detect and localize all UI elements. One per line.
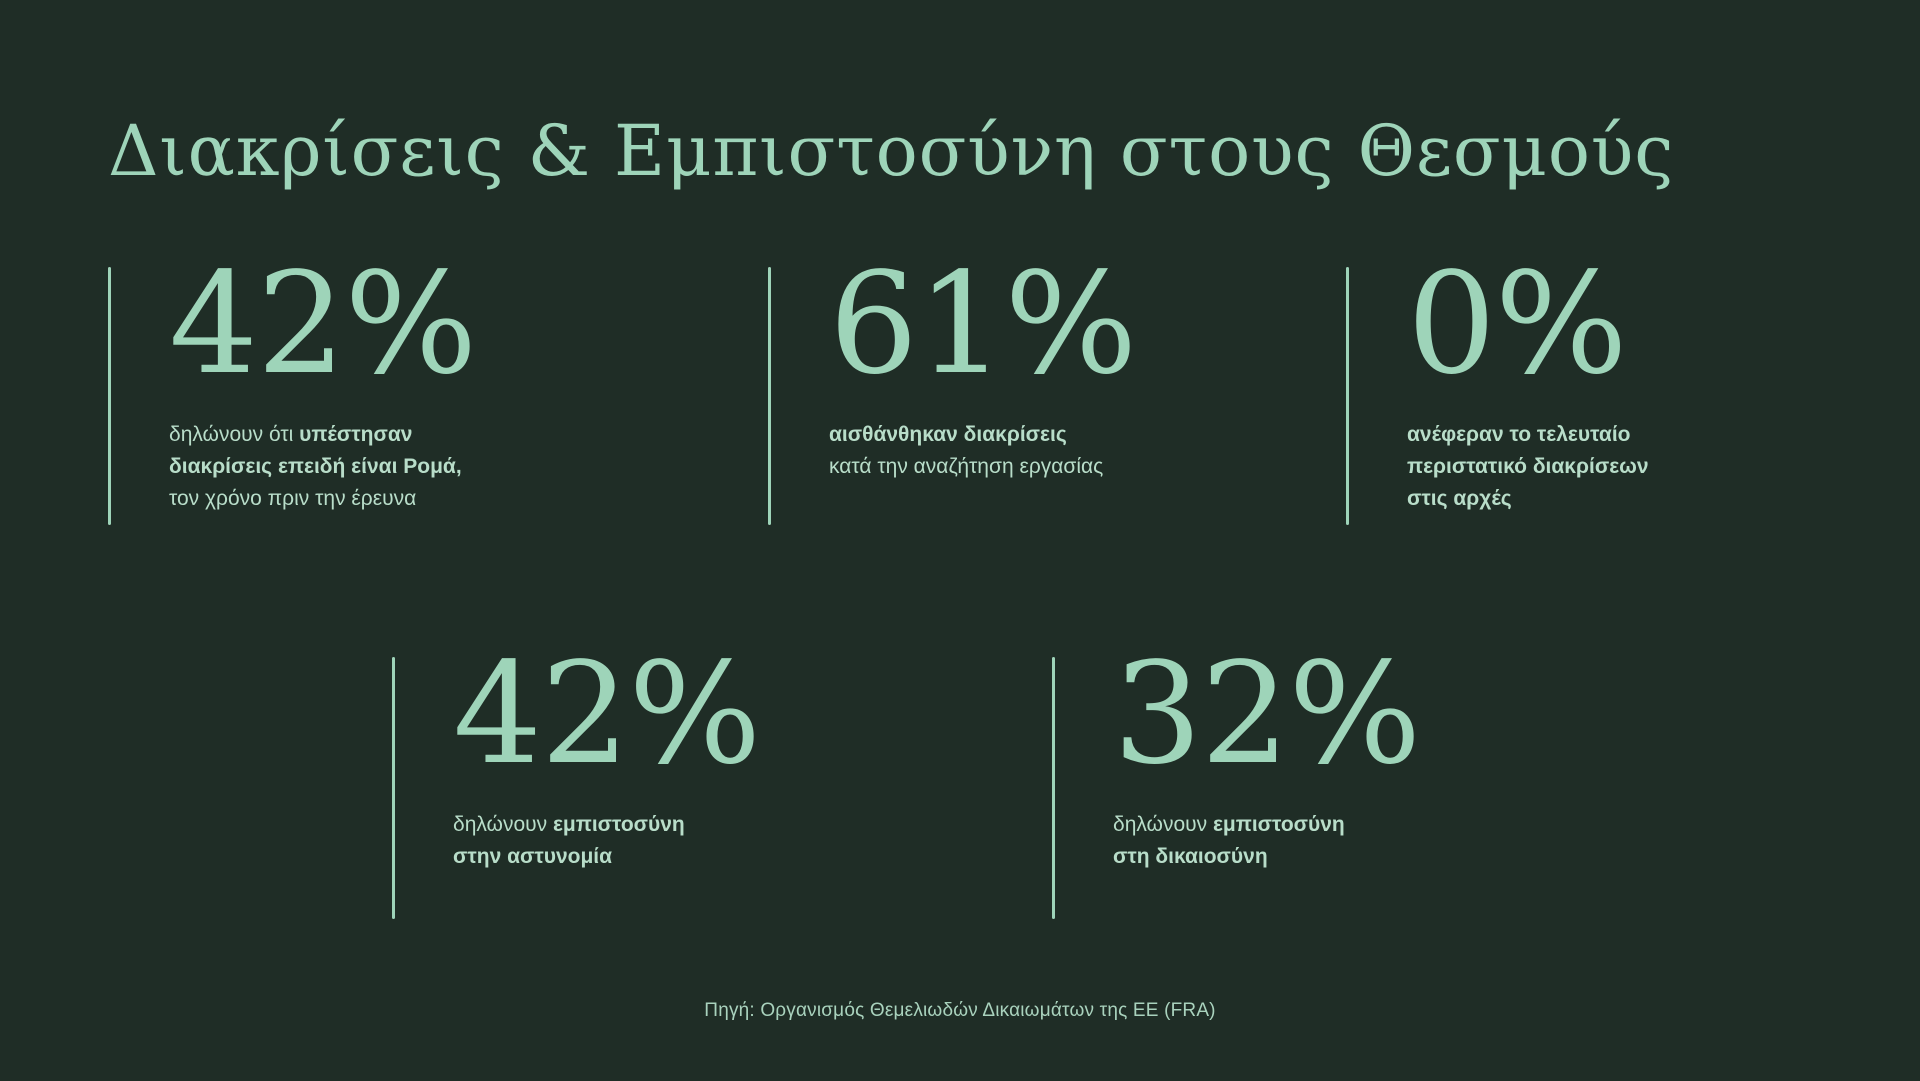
stat-block-discrimination-roma: 42% δηλώνουν ότι υπέστησαν διακρίσεις επε…: [108, 255, 768, 525]
caption-emphasis: στις αρχές: [1407, 486, 1512, 510]
caption-text: δηλώνουν ότι: [169, 423, 300, 446]
caption-text: δηλώνουν: [1113, 813, 1213, 836]
caption-line: περιστατικό διακρίσεων: [1407, 451, 1649, 483]
stat-body: 42% δηλώνουν ότι υπέστησαν διακρίσεις επε…: [111, 243, 477, 515]
caption-line: κατά την αναζήτηση εργασίας: [829, 451, 1136, 483]
stat-caption: ανέφεραν το τελευταίο περιστατικό διακρίσ…: [1407, 419, 1649, 515]
caption-emphasis: εμπιστοσύνη: [552, 813, 685, 836]
stat-block-trust-justice: 32% δηλώνουν εμπιστοσύνη στη δικαιοσύνη: [1052, 645, 1592, 919]
stat-block-reported-to-authorities: 0% ανέφεραν το τελευταίο περιστατικό διακ…: [1346, 255, 1838, 525]
accent-rule: [1052, 657, 1055, 919]
caption-emphasis: ανέφεραν το τελευταίο: [1407, 423, 1631, 446]
stat-caption: δηλώνουν ότι υπέστησαν διακρίσεις επειδή …: [169, 419, 476, 515]
stat-caption: δηλώνουν εμπιστοσύνη στη δικαιοσύνη: [1113, 809, 1420, 873]
caption-line: στην αστυνομία: [453, 841, 760, 873]
caption-line: δηλώνουν ότι υπέστησαν: [169, 419, 476, 451]
stat-block-job-search-discrimination: 61% αισθάνθηκαν διακρίσεις κατά την αναζή…: [768, 255, 1346, 525]
source-note: Πηγή: Οργανισμός Θεμελιωδών Δικαιωμάτων …: [704, 1000, 1216, 1021]
stat-caption: αισθάνθηκαν διακρίσεις κατά την αναζήτηση…: [829, 419, 1136, 483]
caption-line: διακρίσεις επειδή είναι Ρομά,: [169, 451, 476, 483]
caption-text: δηλώνουν: [453, 813, 553, 836]
stat-body: 32% δηλώνουν εμπιστοσύνη στη δικαιοσύνη: [1055, 633, 1421, 873]
accent-rule: [392, 657, 395, 919]
stats-row-top: 42% δηλώνουν ότι υπέστησαν διακρίσεις επε…: [108, 255, 1838, 525]
page-title: Διακρίσεις & Εμπιστοσύνη στους Θεσμούς: [108, 109, 1675, 192]
stat-body: 42% δηλώνουν εμπιστοσύνη στην αστυνομία: [395, 633, 761, 873]
stat-value: 32%: [1113, 633, 1421, 796]
stat-value: 61%: [829, 243, 1137, 406]
caption-emphasis: περιστατικό διακρίσεων: [1407, 454, 1649, 478]
caption-emphasis: εμπιστοσύνη: [1212, 813, 1345, 836]
accent-rule: [768, 267, 771, 525]
stat-value: 42%: [453, 633, 761, 796]
caption-emphasis: διακρίσεις επειδή είναι Ρομά,: [169, 454, 462, 478]
caption-text: τον χρόνο πριν την έρευνα: [169, 486, 417, 510]
stat-value: 42%: [169, 243, 477, 406]
caption-line: ανέφεραν το τελευταίο: [1407, 419, 1649, 451]
stat-body: 61% αισθάνθηκαν διακρίσεις κατά την αναζή…: [771, 243, 1137, 483]
caption-line: στη δικαιοσύνη: [1113, 841, 1420, 873]
caption-line: αισθάνθηκαν διακρίσεις: [829, 419, 1136, 451]
stats-row-bottom: 42% δηλώνουν εμπιστοσύνη στην αστυνομία 3…: [392, 645, 1592, 919]
caption-text: κατά την αναζήτηση εργασίας: [829, 454, 1104, 478]
caption-emphasis: στη δικαιοσύνη: [1113, 844, 1268, 868]
accent-rule: [1346, 267, 1349, 525]
caption-line: τον χρόνο πριν την έρευνα: [169, 483, 476, 515]
stat-body: 0% ανέφεραν το τελευταίο περιστατικό διακ…: [1349, 255, 1649, 515]
caption-emphasis: στην αστυνομία: [453, 844, 613, 868]
caption-line: στις αρχές: [1407, 483, 1649, 515]
stat-block-trust-police: 42% δηλώνουν εμπιστοσύνη στην αστυνομία: [392, 645, 1052, 919]
caption-line: δηλώνουν εμπιστοσύνη: [453, 809, 760, 841]
stat-value: 0%: [1407, 243, 1628, 406]
caption-emphasis: αισθάνθηκαν διακρίσεις: [829, 423, 1067, 446]
accent-rule: [108, 267, 111, 525]
caption-emphasis: υπέστησαν: [299, 423, 413, 446]
caption-line: δηλώνουν εμπιστοσύνη: [1113, 809, 1420, 841]
stat-caption: δηλώνουν εμπιστοσύνη στην αστυνομία: [453, 809, 760, 873]
